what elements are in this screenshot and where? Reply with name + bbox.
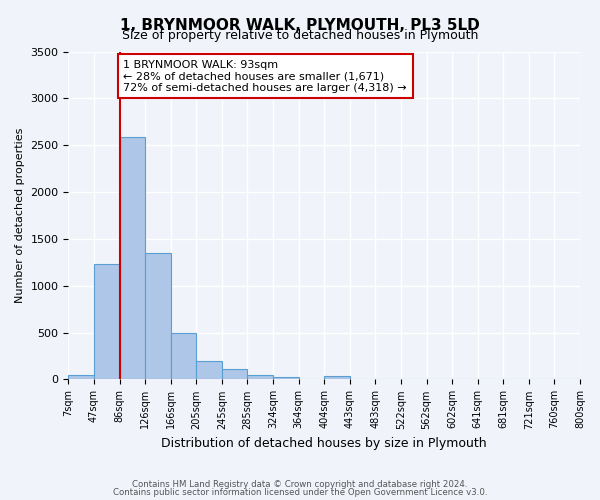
Bar — [171, 332, 196, 380]
Bar — [145, 253, 171, 380]
Text: 1, BRYNMOOR WALK, PLYMOUTH, PL3 5LD: 1, BRYNMOOR WALK, PLYMOUTH, PL3 5LD — [120, 18, 480, 32]
Text: Size of property relative to detached houses in Plymouth: Size of property relative to detached ho… — [122, 29, 478, 42]
X-axis label: Distribution of detached houses by size in Plymouth: Distribution of detached houses by size … — [161, 437, 487, 450]
Bar — [94, 264, 119, 380]
Bar — [273, 376, 299, 380]
Y-axis label: Number of detached properties: Number of detached properties — [15, 128, 25, 303]
Text: Contains public sector information licensed under the Open Government Licence v3: Contains public sector information licen… — [113, 488, 487, 497]
Bar — [222, 368, 247, 380]
Bar — [324, 376, 350, 380]
Text: 1 BRYNMOOR WALK: 93sqm
← 28% of detached houses are smaller (1,671)
72% of semi-: 1 BRYNMOOR WALK: 93sqm ← 28% of detached… — [124, 60, 407, 93]
Bar — [119, 137, 145, 380]
Bar — [247, 375, 273, 380]
Text: Contains HM Land Registry data © Crown copyright and database right 2024.: Contains HM Land Registry data © Crown c… — [132, 480, 468, 489]
Bar — [196, 360, 222, 380]
Bar — [68, 375, 94, 380]
